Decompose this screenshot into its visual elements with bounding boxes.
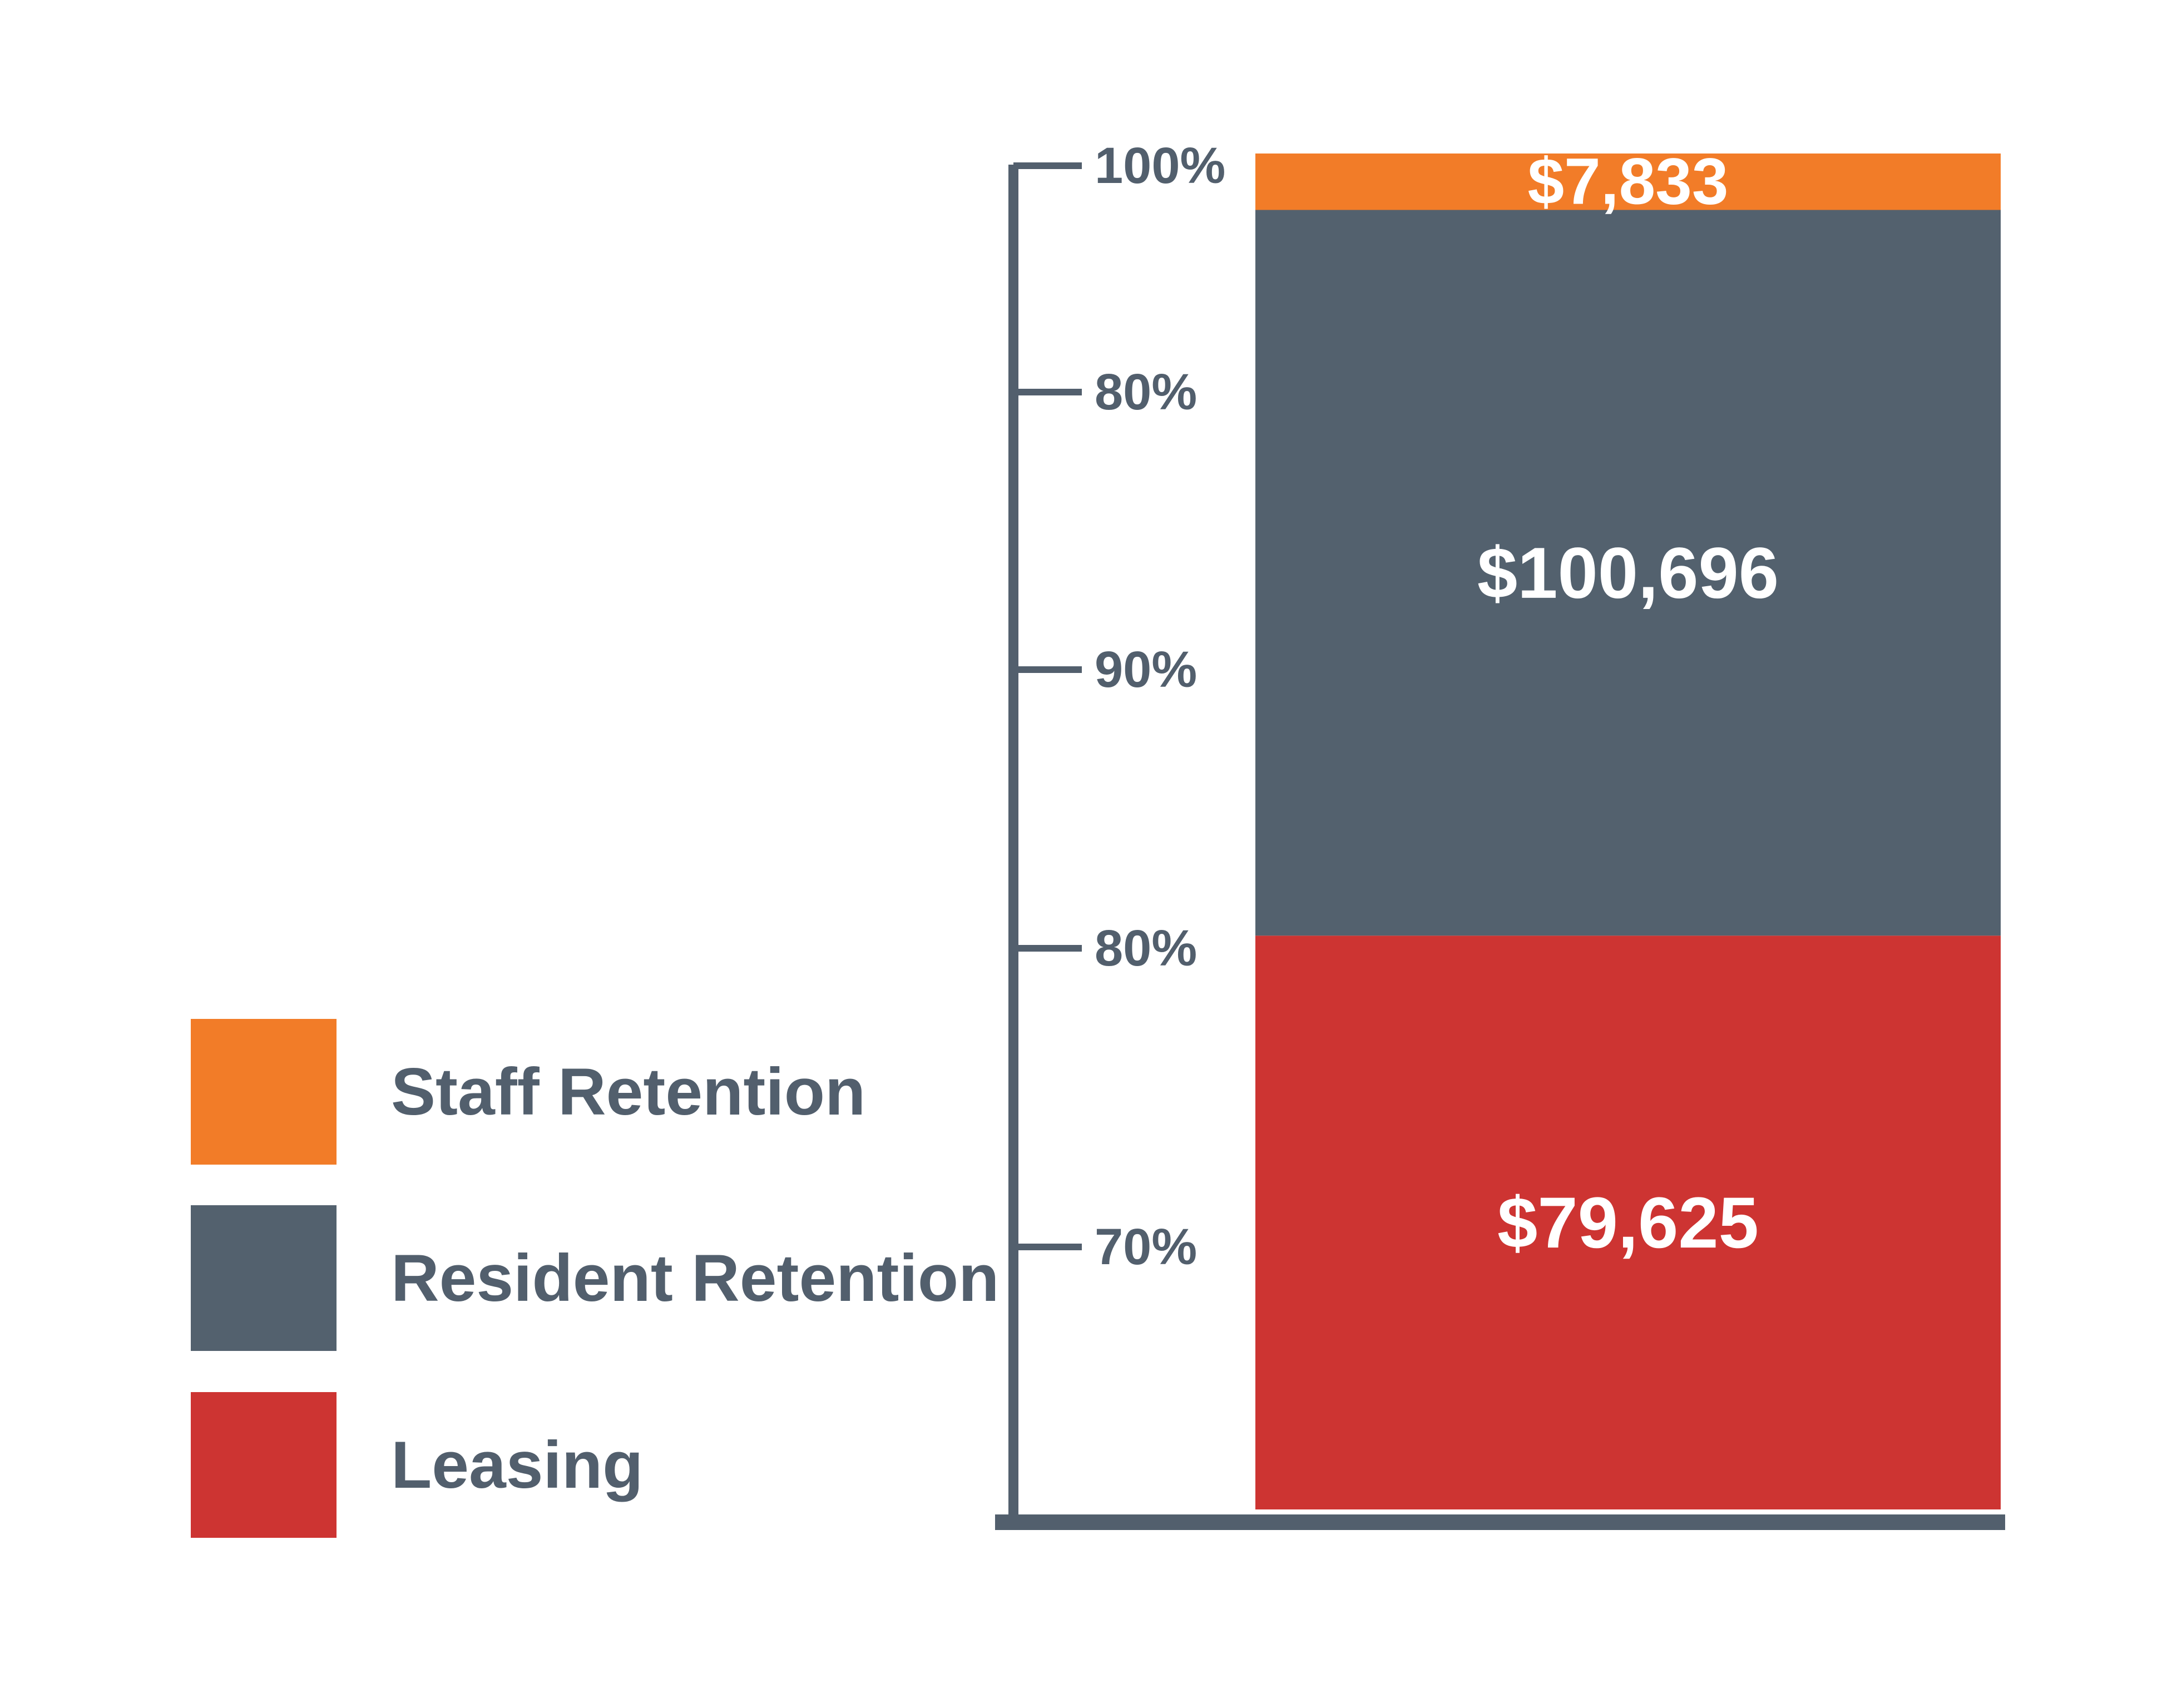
tick-label: 80% bbox=[1095, 920, 1197, 977]
data-label: $79,625 bbox=[1497, 1182, 1759, 1263]
tick-label: 80% bbox=[1095, 364, 1197, 420]
data-label: $7,833 bbox=[1528, 145, 1729, 219]
legend-label: Leasing bbox=[391, 1428, 643, 1502]
segment-labels: $79,625 $100,696 $7,833 bbox=[1477, 145, 1779, 1263]
tick-label: 70% bbox=[1095, 1219, 1197, 1275]
legend-swatch bbox=[191, 1392, 337, 1538]
legend-label: Staff Retention bbox=[391, 1054, 865, 1129]
bar-segment-staff-retention bbox=[1255, 154, 2001, 210]
bar-segment-resident-retention bbox=[1255, 210, 2001, 936]
legend-label: Resident Retention bbox=[391, 1241, 999, 1315]
bar-segment-leasing bbox=[1255, 935, 2001, 1509]
y-axis-ticks: 100% 80% 90% 80% 70% bbox=[1013, 137, 1225, 1275]
tick-label: 100% bbox=[1095, 137, 1225, 194]
legend-swatch bbox=[191, 1019, 337, 1165]
legend: Staff Retention Resident Retention Leasing bbox=[191, 1019, 999, 1538]
bar-segments bbox=[1255, 154, 2001, 1509]
data-label: $100,696 bbox=[1477, 532, 1779, 613]
tick-label: 90% bbox=[1095, 641, 1197, 698]
legend-swatch bbox=[191, 1205, 337, 1351]
